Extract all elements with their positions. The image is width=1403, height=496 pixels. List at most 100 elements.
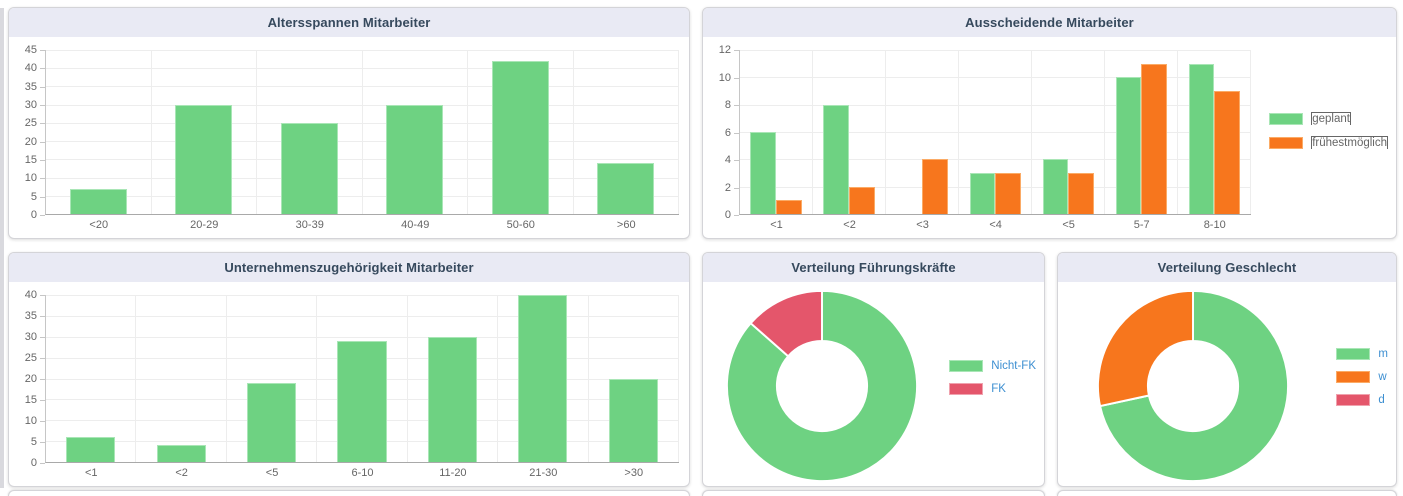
bar[interactable] — [491, 60, 549, 214]
x-tick-label: <20 — [89, 219, 109, 231]
bar[interactable] — [386, 104, 444, 214]
left-clipped-panel-edge — [0, 8, 4, 488]
x-axis-label-row: <1 <2 <5 6-10 11-20 21-30 >30 — [46, 467, 679, 481]
panel-unternehmenszugehoerigkeit: Unternehmenszugehörigkeit Mitarbeiter 0 5… — [8, 252, 690, 487]
legend-swatch — [1336, 394, 1371, 406]
x-tick-label: 8-10 — [1203, 219, 1226, 231]
bar[interactable] — [1188, 63, 1215, 214]
y-axis: 0 5 10 15 20 25 30 35 40 45 — [15, 44, 45, 221]
grid-line — [46, 68, 679, 70]
bar[interactable] — [175, 104, 233, 214]
bar[interactable] — [1068, 173, 1094, 214]
x-tick-label: >30 — [624, 467, 644, 479]
category-cell — [46, 295, 137, 462]
x-tick-label: <3 — [916, 219, 929, 231]
category-cell — [152, 50, 257, 214]
legend-item[interactable]: w — [1336, 371, 1388, 383]
legend-swatch — [1269, 136, 1304, 149]
bar[interactable] — [995, 173, 1021, 214]
donut-svg — [1097, 289, 1290, 483]
legend-item[interactable]: frühestmöglich — [1269, 136, 1388, 149]
bar[interactable] — [922, 159, 948, 214]
donut-slice[interactable] — [749, 289, 824, 358]
bar[interactable] — [608, 378, 658, 462]
x-axis-pad — [709, 219, 740, 233]
grid-line — [740, 50, 1252, 51]
category-cell — [408, 295, 499, 462]
bar-group — [257, 50, 362, 214]
bar[interactable] — [337, 340, 387, 462]
categories — [46, 295, 679, 462]
y-tick-label: 2 — [724, 181, 731, 194]
plot-area — [45, 295, 679, 463]
legend-label: m — [1378, 348, 1388, 360]
bar[interactable] — [969, 173, 996, 214]
legend-item[interactable]: Nicht-FK — [949, 359, 1036, 372]
bar-group — [1178, 50, 1250, 214]
next-row-panel-sliver — [8, 490, 690, 496]
next-row-panel-sliver — [702, 490, 1045, 496]
bar[interactable] — [1214, 91, 1240, 214]
x-tick-label: 30-39 — [295, 219, 324, 231]
bar-group — [813, 50, 885, 214]
dashboard: Altersspannen Mitarbeiter 0 5 10 15 20 25 30 35… — [8, 7, 1397, 496]
y-tick-mark — [734, 105, 739, 106]
bar[interactable] — [597, 162, 655, 214]
donut-slice[interactable] — [1097, 289, 1195, 408]
category-cell — [227, 295, 318, 462]
legend-swatch — [1269, 112, 1304, 125]
legend-item[interactable]: d — [1336, 394, 1388, 406]
category-cell — [959, 50, 1033, 214]
x-axis-labels: <1 <2 <5 6-10 11-20 21-30 >30 — [15, 463, 679, 481]
y-tick-mark — [40, 50, 45, 51]
y-tick-mark — [40, 141, 45, 143]
bar[interactable] — [69, 188, 127, 214]
legend-swatch — [949, 382, 984, 395]
y-tick-label: 0 — [30, 457, 37, 469]
x-tick-label: 21-30 — [529, 467, 558, 479]
grid-line — [46, 295, 679, 296]
y-tick-mark — [734, 160, 739, 161]
grid-line — [740, 132, 1252, 133]
bar-group — [498, 295, 587, 462]
legend-item[interactable]: m — [1336, 348, 1388, 360]
legend-item[interactable]: FK — [949, 382, 1036, 395]
x-tick-label: >60 — [616, 219, 636, 231]
bar[interactable] — [750, 132, 777, 214]
bar[interactable] — [66, 436, 116, 462]
donut-slice[interactable] — [1099, 289, 1290, 483]
bar[interactable] — [280, 122, 338, 214]
bar[interactable] — [849, 186, 875, 214]
grid-line — [46, 336, 679, 338]
legend-label: d — [1378, 394, 1385, 406]
y-tick-label: 8 — [724, 99, 731, 111]
bar[interactable] — [427, 336, 477, 462]
donut-slice[interactable] — [726, 289, 919, 483]
legend-label: Nicht-FK — [991, 359, 1036, 372]
bar[interactable] — [156, 445, 206, 462]
category-cell — [1032, 50, 1106, 214]
bar[interactable] — [518, 295, 568, 462]
grid-line — [46, 195, 679, 197]
leaving-bar-chart: 0 2 4 6 8 10 12 <1 <2 <3 <4 <5 5-7 8-10 geplant frühest… — [703, 37, 1396, 238]
x-axis-label-row: <1 <2 <3 <4 <5 5-7 8-10 — [740, 219, 1251, 233]
bar[interactable] — [776, 200, 802, 214]
y-tick-label: 35 — [24, 80, 37, 93]
bar-chart-area: 0 5 10 15 20 25 30 35 40 45 <20 20-29 30-39 40-49 50-6… — [9, 37, 689, 238]
bar[interactable] — [823, 104, 850, 214]
panel-altersspannen: Altersspannen Mitarbeiter 0 5 10 15 20 25 30 35… — [8, 7, 690, 239]
y-tick-label: 35 — [24, 310, 37, 322]
y-tick-mark — [40, 105, 45, 106]
panel-title: Verteilung Führungskräfte — [703, 253, 1044, 282]
chart-legend: geplant frühestmöglich — [1261, 37, 1396, 238]
categories — [740, 50, 1252, 214]
legend-item[interactable]: geplant — [1269, 112, 1388, 125]
y-tick-label: 40 — [24, 289, 37, 301]
bar[interactable] — [1115, 77, 1142, 214]
category-cell — [468, 50, 574, 214]
bar[interactable] — [1141, 63, 1167, 214]
bar[interactable] — [246, 382, 297, 462]
x-tick-label: 20-29 — [190, 219, 219, 231]
bar[interactable] — [1042, 159, 1069, 214]
